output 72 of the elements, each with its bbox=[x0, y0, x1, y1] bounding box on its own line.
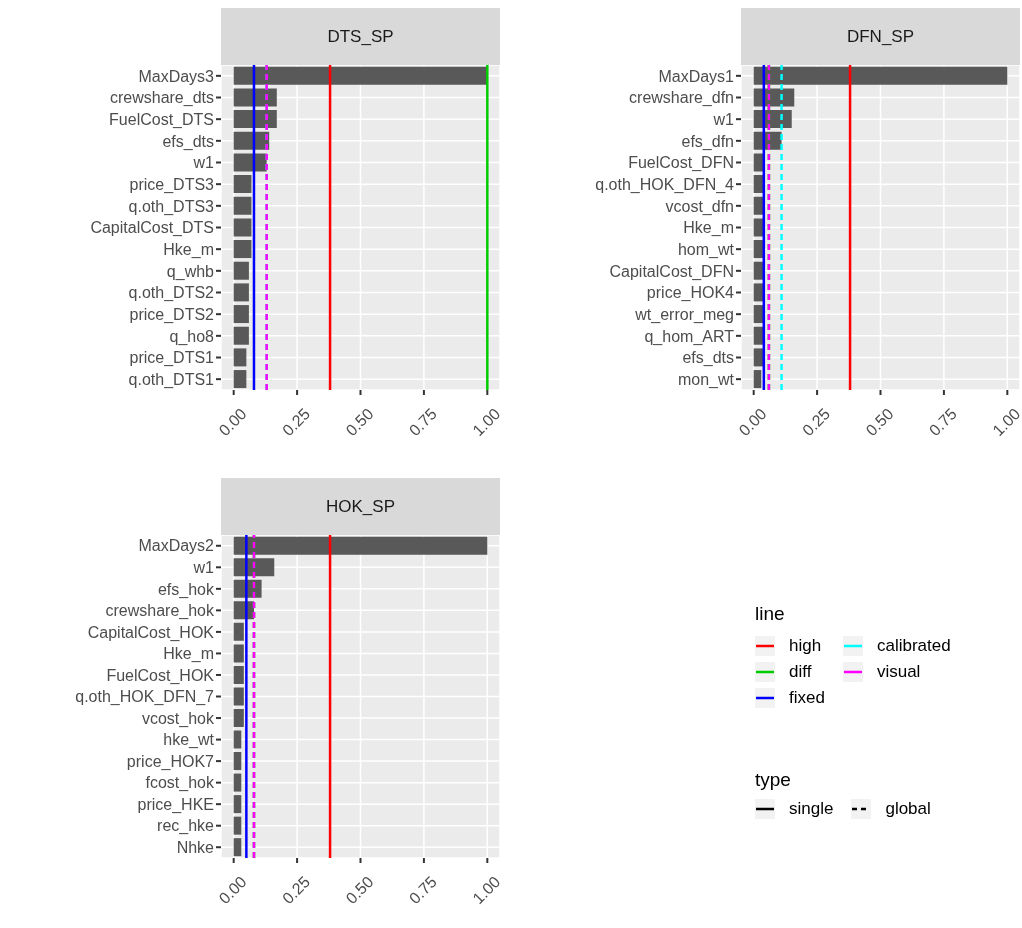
y-tick-label: q_ho8 bbox=[169, 327, 215, 346]
y-tick-label: MaxDays2 bbox=[138, 537, 215, 555]
legend-label: fixed bbox=[789, 688, 825, 708]
x-tick-label: 1.00 bbox=[989, 404, 1022, 440]
text: global bbox=[885, 799, 931, 819]
y-tick-label: CapitalCost_HOK bbox=[87, 623, 215, 642]
legend-label: diff bbox=[789, 662, 812, 682]
x-tick-label: 0.00 bbox=[215, 404, 250, 440]
y-tick-label: wt_error_meg bbox=[634, 305, 734, 324]
y-tick-label: efs_dts bbox=[682, 349, 734, 368]
y-tick-label: vcost_hok bbox=[141, 709, 215, 728]
y-tick-label: q.oth_DTS2 bbox=[128, 284, 215, 303]
y-tick-label: FuelCost_HOK bbox=[106, 666, 215, 685]
x-tick-label: 0.00 bbox=[735, 404, 770, 440]
y-tick-label: Hke_m bbox=[683, 219, 734, 238]
y-tick-label: w1 bbox=[192, 154, 215, 172]
legend-label: visual bbox=[876, 662, 921, 682]
y-tick-label: CapitalCost_DTS bbox=[90, 219, 214, 238]
y-tick-label: mon_wt bbox=[677, 370, 735, 389]
y-tick-label: vcost_dfn bbox=[665, 197, 734, 216]
y-tick-label: efs_hok bbox=[157, 580, 215, 599]
legend-label: calibrated bbox=[876, 636, 951, 656]
text: single bbox=[789, 799, 834, 819]
y-tick-label: hom_wt bbox=[677, 240, 735, 259]
y-tick-label: q.oth_DTS1 bbox=[128, 370, 215, 389]
x-tick-label: 0.50 bbox=[862, 404, 897, 440]
y-tick-label: price_DTS3 bbox=[129, 175, 215, 194]
y-tick-label: Hke_m bbox=[163, 645, 214, 664]
y-tick-label: FuelCost_DFN bbox=[628, 154, 734, 173]
chart-title: DTS_SP bbox=[221, 8, 500, 65]
y-tick-label: q_whb bbox=[166, 262, 215, 281]
y-tick-label: Hke_m bbox=[163, 240, 214, 259]
y-tick-label: price_HKE bbox=[137, 795, 214, 814]
x-tick-label: 0.75 bbox=[405, 872, 441, 908]
y-tick-label: efs_dts bbox=[162, 132, 214, 151]
y-tick-label: Nhke bbox=[176, 838, 215, 856]
x-tick-label: 1.00 bbox=[469, 872, 504, 908]
x-tick-label: 0.00 bbox=[215, 872, 250, 908]
x-tick-label: 0.25 bbox=[279, 872, 314, 908]
y-tick-label: w1 bbox=[712, 110, 735, 128]
legend-label: high bbox=[789, 636, 822, 656]
x-tick-label: 0.75 bbox=[405, 404, 441, 440]
y-tick-label: crewshare_hok bbox=[105, 602, 215, 621]
chart-title: HOK_SP bbox=[221, 478, 500, 535]
x-tick-label: 0.50 bbox=[342, 404, 377, 440]
y-tick-label: q.oth_HOK_DFN_7 bbox=[75, 688, 215, 707]
y-tick-label: price_DTS1 bbox=[129, 349, 215, 368]
y-tick-label: fcost_hok bbox=[145, 774, 215, 793]
y-tick-label: q_hom_ART bbox=[644, 327, 735, 346]
y-tick-label: price_HOK4 bbox=[646, 284, 735, 303]
y-tick-label: hke_wt bbox=[163, 731, 215, 750]
legend-title: line bbox=[755, 603, 786, 625]
x-tick-label: 0.25 bbox=[279, 404, 314, 440]
y-tick-label: MaxDays3 bbox=[138, 67, 215, 85]
x-tick-label: 0.75 bbox=[925, 404, 961, 440]
y-tick-label: price_HOK7 bbox=[126, 752, 215, 771]
y-tick-label: crewshare_dfn bbox=[629, 89, 734, 108]
y-tick-label: rec_hke bbox=[157, 817, 215, 836]
x-tick-label: 0.50 bbox=[342, 872, 377, 908]
x-tick-label: 1.00 bbox=[469, 404, 504, 440]
y-tick-label: q.oth_DTS3 bbox=[128, 197, 215, 216]
y-tick-label: price_DTS2 bbox=[129, 305, 215, 324]
text: type bbox=[755, 769, 792, 791]
y-tick-label: w1 bbox=[192, 558, 215, 576]
y-tick-label: CapitalCost_DFN bbox=[609, 262, 734, 281]
y-tick-label: crewshare_dts bbox=[109, 89, 214, 108]
x-tick-label: 0.25 bbox=[799, 404, 834, 440]
chart-title: DFN_SP bbox=[741, 8, 1020, 65]
y-tick-label: MaxDays1 bbox=[658, 67, 735, 85]
y-tick-label: efs_dfn bbox=[681, 132, 734, 151]
y-tick-label: q.oth_HOK_DFN_4 bbox=[595, 175, 735, 194]
y-tick-label: FuelCost_DTS bbox=[109, 110, 214, 129]
